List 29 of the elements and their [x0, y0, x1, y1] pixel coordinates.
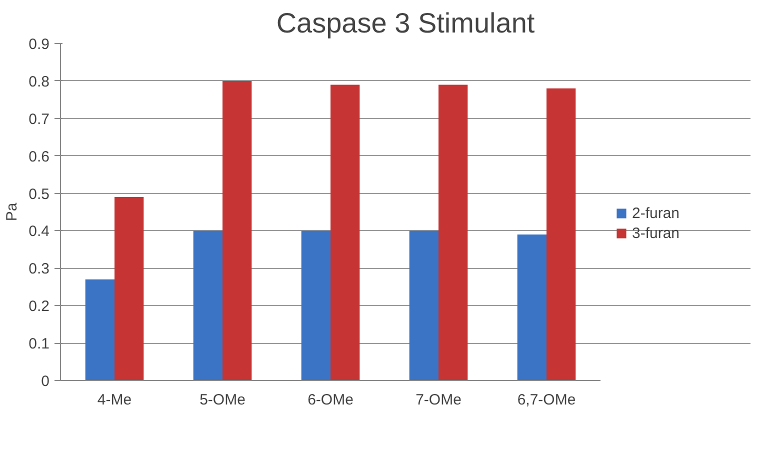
bar	[409, 230, 438, 380]
legend-label: 2-furan	[632, 204, 680, 222]
y-tick-label: 0.3	[28, 260, 50, 278]
bar	[330, 84, 360, 380]
y-tick-label: 0.5	[28, 186, 50, 203]
y-tick-label: 0.2	[28, 298, 50, 316]
bar	[114, 197, 144, 380]
legend-label: 3-furan	[632, 224, 680, 242]
x-tick-label: 6-OMe	[308, 392, 354, 408]
bar	[193, 230, 222, 380]
y-tick-label: 0.6	[28, 148, 50, 166]
bar	[517, 234, 546, 380]
y-tick-label: 0	[41, 373, 50, 390]
y-tick-label: 0.1	[28, 336, 50, 353]
bar	[301, 230, 330, 380]
bar	[546, 88, 576, 380]
y-axis-title: Pa	[4, 202, 21, 222]
y-tick-label: 0.7	[28, 110, 50, 128]
y-tick-label: 0.9	[28, 36, 50, 53]
y-tick-label: 0.4	[28, 223, 50, 240]
x-tick-label: 4-Me	[97, 392, 132, 408]
x-tick-label: 7-OMe	[416, 392, 462, 408]
bar	[222, 80, 252, 380]
bar	[438, 84, 468, 380]
x-tick-label: 6,7-OMe	[517, 392, 576, 408]
bar	[85, 279, 114, 380]
chart-title: Caspase 3 Stimulant	[276, 8, 535, 38]
x-tick-label: 5-OMe	[200, 392, 246, 408]
y-tick-label: 0.8	[28, 73, 50, 90]
